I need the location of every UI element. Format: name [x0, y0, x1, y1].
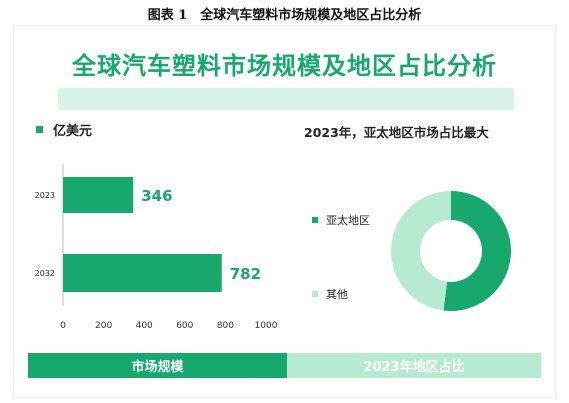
donut-slice-0 — [443, 191, 511, 311]
bar-2023 — [63, 177, 134, 213]
title-decoration — [58, 88, 514, 110]
legend-label-other: 其他 — [326, 288, 348, 301]
category-label-2032: 2032 — [35, 269, 55, 278]
figure-caption: 图表 1 全球汽车塑料市场规模及地区占比分析 — [147, 8, 422, 23]
footer-market-size: 市场规模 — [28, 353, 287, 378]
chart-canvas: 2023 346 2032 782 0 200 400 600 800 1000 — [35, 164, 511, 331]
data-label-2032: 782 — [230, 265, 261, 283]
category-label-2023: 2023 — [35, 191, 55, 200]
pie-chart-title: 2023年，亚太地区市场占比最大 — [304, 125, 489, 140]
unit-square-icon — [36, 126, 43, 133]
footer-region-share: 2023年地区占比 — [287, 353, 541, 378]
infographic-frame: 全球汽车塑料市场规模及地区占比分析 亿美元 2023年，亚太地区市场占比最大 2… — [14, 26, 555, 397]
main-title: 全球汽车塑料市场规模及地区占比分析 — [72, 52, 497, 80]
x-tick-400: 400 — [136, 321, 153, 331]
pie-legend-item-asia-pacific: 亚太地区 — [312, 212, 370, 228]
legend-swatch-asia-pacific — [312, 217, 318, 223]
donut-slice-1 — [390, 191, 451, 311]
data-label-2023: 346 — [141, 187, 172, 205]
bar-2032 — [63, 254, 222, 292]
x-tick-600: 600 — [176, 321, 193, 331]
x-tick-0: 0 — [60, 321, 66, 331]
legend-label-asia-pacific: 亚太地区 — [326, 214, 370, 227]
x-tick-800: 800 — [217, 321, 234, 331]
x-tick-200: 200 — [95, 321, 112, 331]
unit-legend: 亿美元 — [36, 120, 92, 139]
x-tick-1000: 1000 — [255, 321, 278, 331]
legend-swatch-other — [312, 291, 318, 297]
pie-legend-item-other: 其他 — [312, 286, 348, 302]
unit-label: 亿美元 — [53, 124, 93, 139]
title-area: 全球汽车塑料市场规模及地区占比分析 — [14, 26, 555, 116]
